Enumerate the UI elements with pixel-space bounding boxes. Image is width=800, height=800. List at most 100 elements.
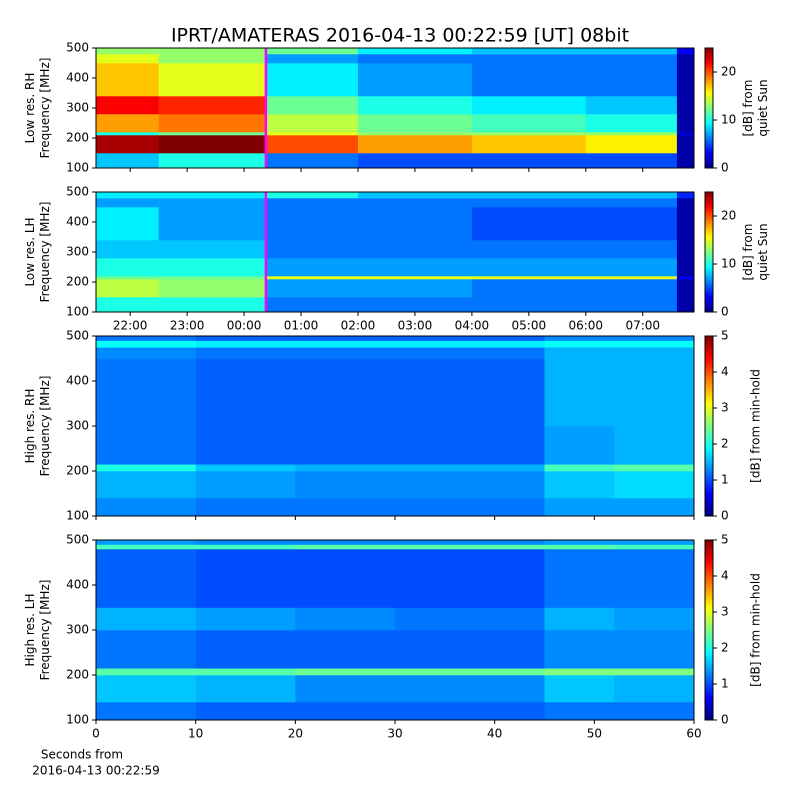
heatmap-cell <box>395 549 545 608</box>
colorbar-tick-label: 3 <box>721 605 729 619</box>
heatmap-cell <box>585 63 678 97</box>
heatmap-cell <box>357 240 473 259</box>
heatmap-cell <box>295 426 396 465</box>
heatmap-cell <box>395 675 545 703</box>
heatmap-cell <box>676 276 695 280</box>
colorbar-label: [dB] from min-hold <box>749 369 763 483</box>
heatmap-cell <box>265 192 359 199</box>
heatmap-cell <box>265 207 359 241</box>
y-axis-label: High res. RH <box>23 389 37 464</box>
heatmap-cell <box>357 54 473 64</box>
heatmap-cell <box>614 336 695 341</box>
y-tick-label: 400 <box>66 71 89 85</box>
heatmap-cell <box>614 498 695 517</box>
heatmap-cell <box>471 96 587 115</box>
heatmap-cell <box>295 340 396 348</box>
heatmap-cell <box>195 630 296 669</box>
heatmap-cell <box>295 498 396 517</box>
colorbar-tick-label: 4 <box>721 365 729 379</box>
x-tick-label: 04:00 <box>455 319 490 333</box>
heatmap-cell <box>614 544 695 550</box>
heatmap-cell <box>471 207 587 241</box>
heatmap-cell <box>544 675 615 703</box>
heatmap-cell <box>471 198 587 208</box>
y-tick-label: 100 <box>66 509 89 523</box>
heatmap-cell <box>265 96 359 115</box>
heatmap-cell <box>158 132 267 136</box>
heatmap-cell <box>195 668 296 676</box>
colorbar-label: quiet Sun <box>756 79 770 136</box>
heatmap-cell <box>395 702 545 721</box>
heatmap-cell <box>676 63 695 97</box>
heatmap-cell <box>585 132 678 136</box>
colorbar <box>704 335 714 517</box>
heatmap-cell <box>96 63 159 97</box>
x-tick-label: 23:00 <box>170 319 205 333</box>
heatmap-cell <box>614 340 695 348</box>
colorbar-label: [dB] from <box>741 224 755 281</box>
heatmap-cell <box>395 336 545 341</box>
heatmap-cell <box>295 702 396 721</box>
y-axis-label: Frequency [MHz] <box>38 580 52 681</box>
heatmap-cell <box>195 549 296 608</box>
heatmap-cell <box>544 544 615 550</box>
heatmap-cell <box>585 153 678 169</box>
heatmap-cell <box>614 549 695 608</box>
heatmap-cell <box>295 675 396 703</box>
colorbar-tick-label: 10 <box>721 113 736 127</box>
y-tick-label: 500 <box>66 185 89 199</box>
heatmap-cell <box>395 498 545 517</box>
heatmap-cell <box>195 426 296 465</box>
heatmap-cell <box>676 258 695 277</box>
heatmap-cell <box>96 464 196 472</box>
heatmap-cell <box>471 240 587 259</box>
heatmap-cell <box>395 340 545 348</box>
y-axis-label: Low res. LH <box>23 217 37 286</box>
heatmap-cell <box>295 544 396 550</box>
heatmap-cell <box>96 132 159 136</box>
heatmap-cell <box>585 240 678 259</box>
y-tick-label: 400 <box>66 578 89 592</box>
y-tick-label: 300 <box>66 101 89 115</box>
x-tick-label: 02:00 <box>341 319 376 333</box>
heatmap-cell <box>395 471 545 499</box>
heatmap-cell <box>195 544 296 550</box>
heatmap-cell <box>614 358 695 427</box>
heatmap-cell <box>96 358 196 427</box>
heatmap-cell <box>585 258 678 277</box>
colorbar-tick-label: 0 <box>721 161 729 175</box>
heatmap-cell <box>295 607 396 631</box>
heatmap-cell <box>676 279 695 298</box>
heatmap-cell <box>471 153 587 169</box>
heatmap-cell <box>295 668 396 676</box>
heatmap-cell <box>195 471 296 499</box>
heatmap-cell <box>265 240 359 259</box>
heatmap-cell <box>585 276 678 280</box>
colorbar-tick-label: 0 <box>721 305 729 319</box>
heatmap-cell <box>195 675 296 703</box>
heatmap-cell <box>265 297 359 313</box>
colorbar-tick-label: 4 <box>721 569 729 583</box>
heatmap-cell <box>96 340 196 348</box>
x-tick-label: 00:00 <box>227 319 262 333</box>
heatmap-cell <box>195 347 296 359</box>
heatmap-cell <box>96 198 159 208</box>
heatmap-cell <box>295 471 396 499</box>
heatmap-cell <box>357 48 473 55</box>
heatmap-cell <box>96 297 159 313</box>
y-axis-label: Frequency [MHz] <box>38 58 52 159</box>
heatmap-cell <box>395 544 545 550</box>
heatmap-cell <box>676 207 695 241</box>
heatmap-cell <box>265 54 359 64</box>
x-tick-label: 0 <box>92 727 100 741</box>
heatmap-cell <box>195 358 296 427</box>
heatmap-cell <box>96 630 196 669</box>
heatmap-cell <box>357 96 473 115</box>
heatmap-cell <box>357 297 473 313</box>
y-tick-label: 100 <box>66 161 89 175</box>
heatmap-cell <box>96 96 159 115</box>
heatmap-cell <box>158 153 267 169</box>
x-tick-label: 30 <box>387 727 402 741</box>
heatmap-cell <box>614 630 695 669</box>
heatmap-cell <box>96 207 159 241</box>
